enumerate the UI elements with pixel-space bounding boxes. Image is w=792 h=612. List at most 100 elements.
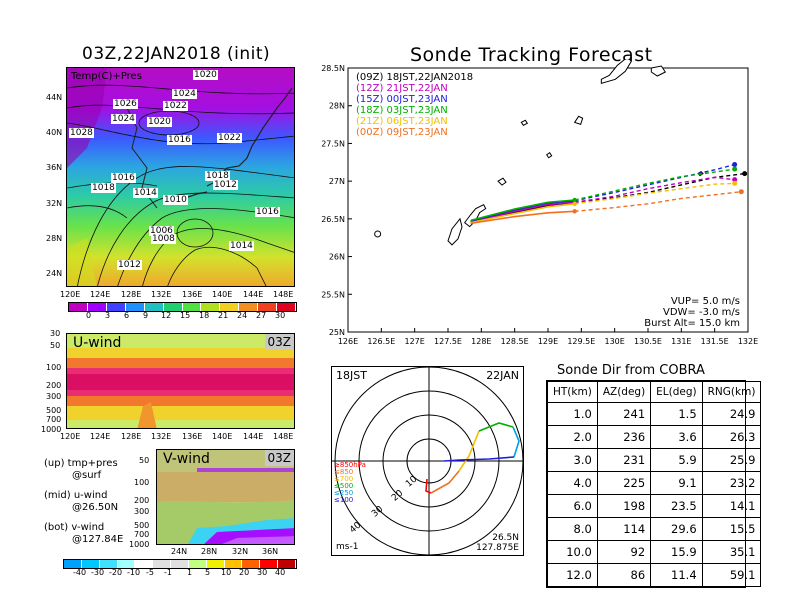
annotation: VDW= -3.0 m/s (663, 307, 740, 318)
table-header: HT(km) (547, 381, 598, 403)
y-tick-label: 28N (329, 102, 345, 111)
series-midpoint (572, 201, 577, 206)
lon-tick: 132E (151, 290, 172, 299)
series-line-dashed (574, 176, 735, 203)
hodograph-segment (430, 470, 460, 494)
note-line: @26.50N (72, 502, 119, 513)
table-cell: 6.0 (547, 494, 598, 518)
x-tick-label: 127E (405, 337, 425, 346)
table-cell: 11.4 (650, 563, 703, 587)
colorbar-swatch (99, 560, 118, 568)
table-cell: 15.5 (701, 517, 762, 541)
x-tick-label: 127.5E (434, 337, 462, 346)
level-legend-item: ≥850hPa (334, 461, 366, 469)
coastline (497, 177, 507, 186)
uwind-section: 03Z U-wind (66, 333, 295, 429)
legend-entry: (18Z) 03JST,23JAN (356, 105, 448, 116)
hodograph-segment (512, 426, 520, 458)
table-cell: 3.6 (650, 425, 703, 449)
map-title: 03Z,22JAN2018 (init) (82, 44, 271, 64)
table-cell: 92 (596, 540, 652, 564)
series-line-solid (470, 210, 575, 225)
table-cell: 35.1 (701, 540, 762, 564)
lon-tick: 124E (90, 432, 111, 441)
hodograph-segment (425, 478, 432, 494)
table-row: 1.0 241 1.5 24.9 (547, 402, 762, 426)
isobar-label: 1018 (91, 183, 116, 193)
y-tick-label: 25N (329, 328, 345, 337)
colorbar-tick: 3 (105, 311, 111, 320)
temp-colorbar-labels: 0 3 6 9 12 15 18 21 24 27 30 (68, 311, 295, 321)
series-endpoint (738, 189, 744, 195)
lat-tick: 32N (232, 547, 249, 556)
colorbar-tick: -1 (164, 568, 172, 577)
table-cell: 86 (596, 563, 652, 587)
series-line-dashed (574, 172, 745, 203)
series-endpoint (742, 171, 748, 177)
colorbar-swatch (182, 303, 202, 311)
isobar-label: 1028 (69, 128, 94, 138)
y-tick-label: 28.5N (321, 64, 345, 73)
table-cell: 23.5 (650, 494, 703, 518)
colorbar-swatch (153, 560, 172, 568)
wind-colorbar-labels: -40 -30 -20 -10 -5 -1 1 5 10 20 30 40 (63, 568, 295, 578)
x-tick-label: 126E (338, 337, 358, 346)
p-tick: 200 (134, 496, 150, 505)
series-endpoint (732, 180, 738, 186)
colorbar-tick: -10 (127, 568, 141, 577)
p-tick: 1000 (41, 425, 62, 434)
colorbar-tick: 0 (86, 311, 92, 320)
isobar-label: 1024 (172, 89, 197, 99)
lon-tick: 124E (90, 290, 111, 299)
colorbar-tick: -5 (146, 568, 154, 577)
table-cell: 14.1 (701, 494, 762, 518)
level-legend: ≥850hPa ≤850 ≤700 ≤500 ≤250 ≤100 (334, 462, 366, 504)
colorbar-tick: 1 (187, 568, 193, 577)
table-cell: 198 (596, 494, 652, 518)
series-line-solid (470, 201, 575, 223)
table-cell: 3.0 (547, 448, 598, 472)
isobar-label: 1016 (255, 207, 280, 217)
temp-colorbar (68, 302, 297, 312)
lon-tick: 136E (182, 290, 203, 299)
note-line: @127.84E (72, 534, 124, 545)
y-tick-label: 25.5N (321, 290, 345, 299)
colorbar-swatch (220, 303, 240, 311)
x-tick-label: 131E (671, 337, 691, 346)
p-tick: 50 (50, 341, 61, 350)
colorbar-swatch (239, 303, 259, 311)
table-cell: 1.5 (650, 402, 703, 426)
lat-tick: 32N (46, 199, 63, 208)
colorbar-swatch (163, 303, 183, 311)
series-line-dashed (574, 163, 735, 202)
series-endpoint (732, 166, 738, 172)
field-label: Temp(C)+Pres (71, 71, 142, 82)
colorbar-swatch (81, 560, 100, 568)
vwind-section: 03Z V-wind (156, 449, 295, 545)
table-cell: 29.6 (650, 517, 703, 541)
hodograph-panel: 18JST 22JAN ms-1 26.5N 127.875E ≥850hPa … (331, 366, 524, 556)
x-tick-label: 132E (738, 337, 758, 346)
lat-tick: 44N (46, 93, 63, 102)
table-cell: 15.9 (650, 540, 703, 564)
level-legend-item: ≤250 (334, 489, 354, 497)
series-line-dashed (574, 168, 735, 201)
isobar-label: 1018 (205, 171, 230, 181)
table-header-row: HT(km) AZ(deg) EL(deg) RNG(km) (547, 381, 762, 403)
legend-notes: (up) tmp+pres @surf (mid) u-wind @26.50N… (44, 458, 123, 546)
lat-tick: 36N (262, 547, 279, 556)
colorbar-swatch (64, 560, 82, 568)
colorbar-tick: 27 (256, 311, 267, 320)
lon-tick: 120E (60, 432, 81, 441)
lon-tick: 144E (243, 290, 264, 299)
annotation: VUP= 5.0 m/s (671, 296, 740, 307)
lon-tick: 132E (151, 432, 172, 441)
table-cell: 23.2 (701, 471, 762, 495)
legend-entry: (21Z) 06JST,23JAN (356, 116, 448, 127)
y-tick-label: 27.5N (321, 139, 345, 148)
hodograph-segment (478, 422, 514, 432)
table-cell: 9.1 (650, 471, 703, 495)
lat-tick: 28N (46, 234, 63, 243)
series-line-solid (470, 202, 575, 224)
table-header: AZ(deg) (596, 381, 652, 403)
